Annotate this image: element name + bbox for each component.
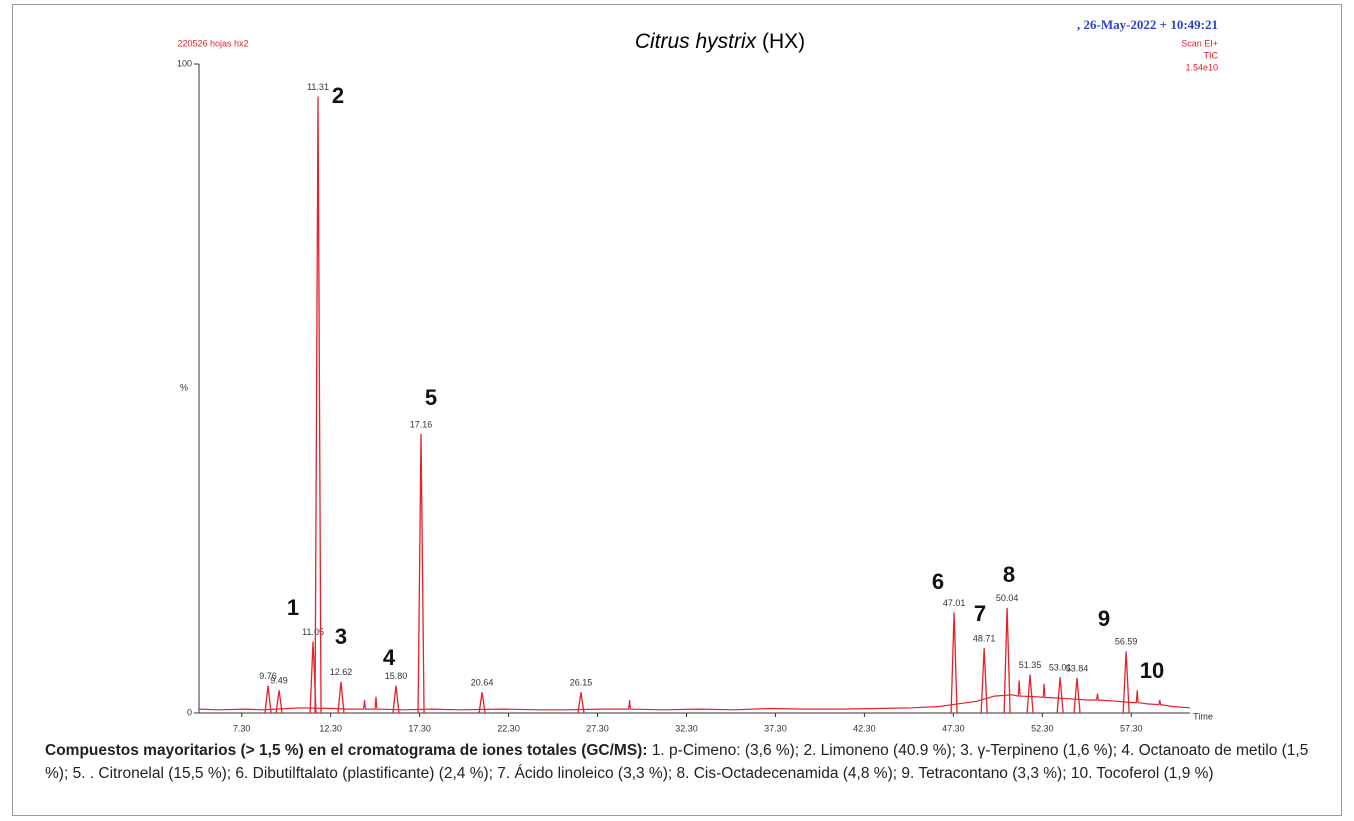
- peak: [1073, 677, 1081, 714]
- caption-item: 9. Tetracontano (3,3 %);: [901, 765, 1067, 782]
- trace-type: TIC: [1204, 50, 1219, 60]
- peak: [392, 685, 400, 714]
- peak-number: 10: [1140, 658, 1164, 683]
- peak-number: 6: [932, 569, 944, 594]
- y-tick-label: 100: [177, 58, 192, 68]
- x-tick-label: 22.30: [497, 723, 520, 733]
- peak: [337, 681, 345, 714]
- chart: 220526 hojas hx2 Citrus hystrix (HX) , 2…: [177, 17, 1219, 733]
- peak-label: 11.05: [302, 627, 324, 637]
- x-tick-label: 37.30: [764, 723, 787, 733]
- peak-label: 51.35: [1019, 660, 1042, 670]
- date: , 26-May-2022 + 10:49:21: [1077, 17, 1218, 32]
- caption-item: 4. Octanoato de metilo (1,5 %);: [45, 742, 1309, 782]
- scan-mode: Scan EI+: [1181, 38, 1218, 48]
- caption-item: 7. Ácido linoleico (3,3 %);: [497, 765, 673, 782]
- peak: [417, 433, 425, 714]
- peak-label: 26.15: [570, 678, 593, 688]
- peak-label: 48.71: [973, 633, 996, 643]
- caption-item: 8. Cis-Octadecenamida (4,8 %);: [676, 765, 898, 782]
- caption-item: 2. Limoneno (40.9 %);: [803, 742, 956, 759]
- x-tick-label: 32.30: [675, 723, 698, 733]
- x-tick-label: 7.30: [233, 723, 251, 733]
- x-tick-label: 12.30: [319, 723, 342, 733]
- peak: [980, 648, 988, 714]
- peak-number: 9: [1098, 606, 1110, 631]
- caption: Compuestos mayoritarios (> 1,5 %) en el …: [45, 739, 1335, 785]
- peak-number: 8: [1003, 562, 1015, 587]
- title-italic: Citrus hystrix: [635, 30, 758, 53]
- peak: [1026, 674, 1034, 714]
- x-tick-label: 27.30: [586, 723, 609, 733]
- peak-label: 11.31: [307, 82, 329, 92]
- peak-number: 1: [287, 595, 299, 620]
- x-tick-label: 42.30: [853, 723, 876, 733]
- x-tick-label: 17.30: [408, 723, 431, 733]
- peak: [1122, 651, 1130, 714]
- peak: [314, 96, 322, 714]
- peak-label: 50.04: [996, 593, 1019, 603]
- caption-items: 1. p-Cimeno: (3,6 %); 2. Limoneno (40.9 …: [45, 742, 1308, 782]
- peak-number: 5: [425, 385, 437, 410]
- x-axis-label: Time: [1193, 711, 1213, 721]
- peak: [950, 612, 958, 714]
- peak-number: 7: [974, 601, 986, 626]
- chart-title: Citrus hystrix (HX): [635, 30, 805, 53]
- caption-item: 10. Tocoferol (1,9 %): [1070, 765, 1214, 782]
- peak-number: 4: [383, 645, 396, 670]
- caption-bold: Compuestos mayoritarios (> 1,5 %) en el …: [45, 742, 648, 759]
- peak-label: 9.49: [270, 676, 288, 686]
- peak: [1056, 677, 1064, 714]
- tic-trace: [198, 680, 1191, 711]
- y-tick-label: 0: [187, 707, 192, 717]
- caption-item: 6. Dibutilftalato (plastificante) (2,4 %…: [235, 765, 493, 782]
- peak: [264, 685, 272, 714]
- x-tick-label: 52.30: [1031, 723, 1054, 733]
- peak-label: 9.76: [259, 671, 277, 681]
- caption-item: 5. . Citronelal (15,5 %);: [72, 765, 232, 782]
- y-axis-label: %: [180, 382, 188, 392]
- peak: [275, 690, 283, 714]
- peak: [1003, 607, 1011, 714]
- peak-number: 3: [335, 624, 347, 649]
- peak-label: 15.80: [385, 671, 408, 681]
- peak: [577, 692, 585, 714]
- caption-item: 1. p-Cimeno: (3,6 %);: [651, 742, 800, 759]
- title-rest: (HX): [762, 30, 805, 53]
- caption-item: 3. γ-Terpineno (1,6 %);: [960, 742, 1118, 759]
- frame: [12, 4, 1342, 816]
- peak-label: 53.84: [1066, 663, 1089, 673]
- intensity: 1.54e10: [1185, 62, 1218, 72]
- peak-label: 12.62: [330, 667, 353, 677]
- peak: [478, 692, 486, 714]
- x-tick-label: 57.30: [1120, 723, 1143, 733]
- peak-label: 56.59: [1115, 637, 1138, 647]
- peak-label: 20.64: [471, 678, 494, 688]
- peak-number: 2: [332, 83, 344, 108]
- peak-label: 47.01: [943, 598, 966, 608]
- peak-label: 17.16: [410, 419, 433, 429]
- x-tick-label: 47.30: [942, 723, 965, 733]
- sample-name: 220526 hojas hx2: [177, 38, 248, 48]
- peak-label: 53.01: [1049, 663, 1072, 673]
